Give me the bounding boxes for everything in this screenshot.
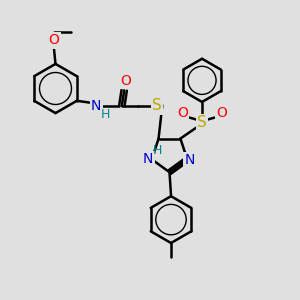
Text: O: O (49, 34, 59, 47)
Text: O: O (216, 106, 227, 120)
Text: O: O (120, 74, 131, 88)
Text: S: S (152, 98, 162, 113)
Text: S: S (197, 116, 207, 130)
Text: N: N (91, 99, 101, 113)
Text: O: O (177, 106, 188, 120)
Text: H: H (152, 144, 162, 158)
Text: N: N (143, 152, 153, 166)
Text: H: H (101, 107, 111, 121)
Text: N: N (184, 153, 195, 167)
